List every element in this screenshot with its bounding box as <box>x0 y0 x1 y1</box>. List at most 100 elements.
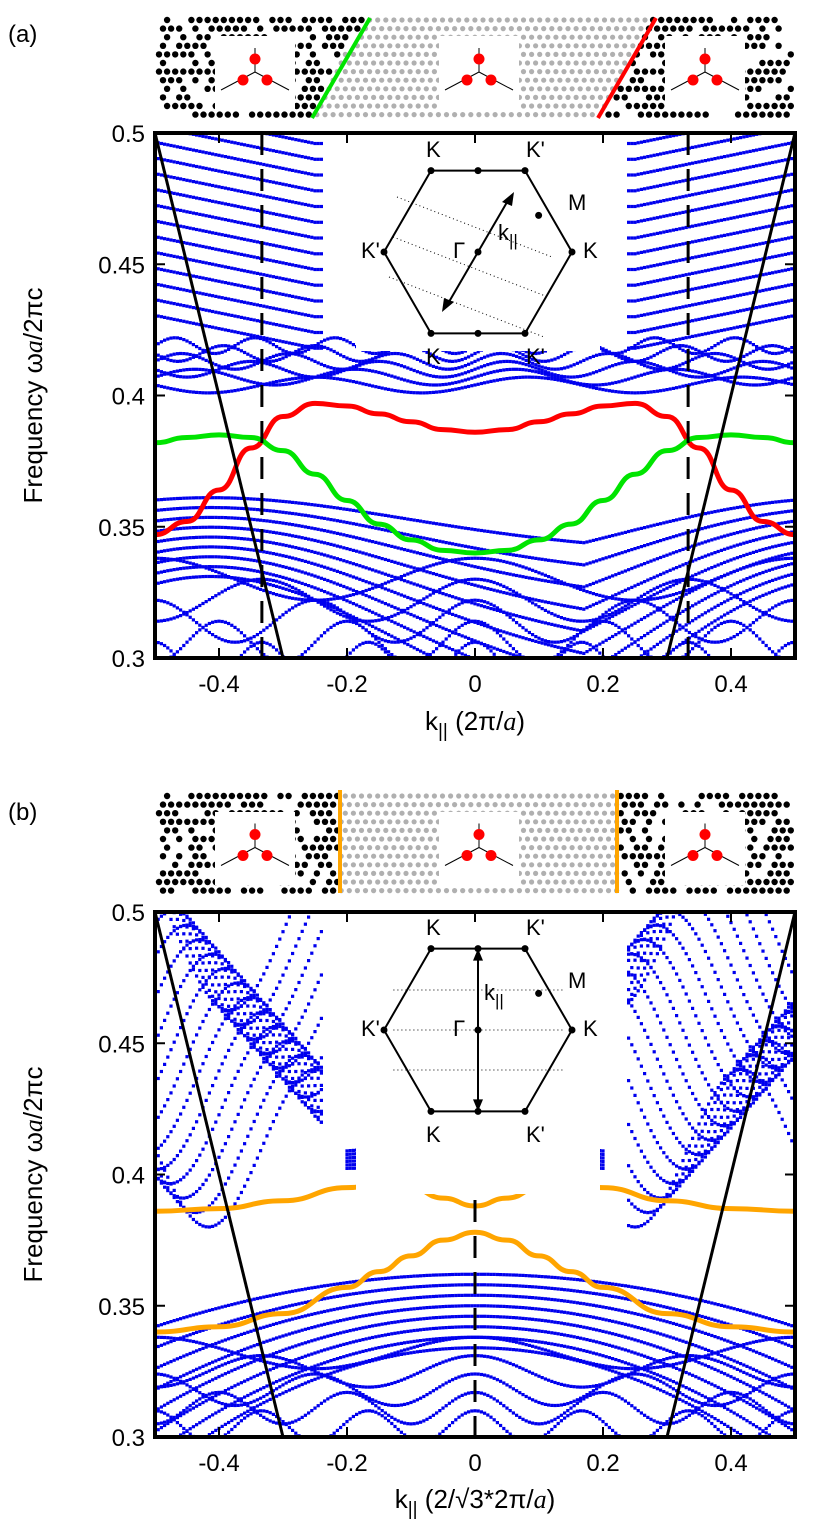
bulk-band-point <box>630 623 634 627</box>
bulk-band-point <box>739 579 743 583</box>
bulk-band-point <box>758 561 762 565</box>
bulk-band-point <box>399 624 403 628</box>
bulk-band-point <box>719 535 723 539</box>
bulk-band-point <box>316 551 320 555</box>
bulk-band-point <box>303 355 307 359</box>
bulk-band-point <box>457 615 461 619</box>
lattice-hole-gray <box>480 17 486 23</box>
bulk-band-point <box>486 557 490 561</box>
bulk-band-point <box>659 572 663 577</box>
lattice-hole-black <box>702 25 709 32</box>
bulk-band-point <box>694 631 698 636</box>
bulk-band-point <box>467 556 471 560</box>
bulk-band-point <box>719 377 723 381</box>
bulk-band-point <box>236 283 240 287</box>
bulk-band-point <box>671 370 675 374</box>
bulk-band-point <box>678 321 682 325</box>
unit-cell-red-rod <box>485 74 497 86</box>
bulk-band-point <box>611 614 615 618</box>
bulk-band-point <box>236 556 240 560</box>
bulk-band-point <box>428 564 432 568</box>
bulk-band-point <box>236 640 240 644</box>
bulk-band-point <box>371 351 375 355</box>
bulk-band-point <box>671 615 675 619</box>
lattice-hole-gray <box>553 51 559 58</box>
bulk-band-point <box>329 608 333 612</box>
bulk-band-point <box>172 568 176 572</box>
bulk-band-point <box>710 566 714 570</box>
bulk-band-point <box>745 589 749 593</box>
bulk-band-point <box>614 609 618 614</box>
bulk-band-point <box>556 560 560 564</box>
lattice-hole-black <box>759 42 766 49</box>
bulk-band-point <box>409 549 413 553</box>
bulk-band-point <box>227 344 231 348</box>
bulk-band-point <box>284 309 288 313</box>
bulk-band-point <box>268 321 272 325</box>
bulk-band-point <box>639 545 643 549</box>
bulk-band-point <box>220 496 224 500</box>
lattice-hole-black <box>244 16 252 24</box>
bulk-band-point <box>524 358 528 362</box>
bulk-band-point <box>239 640 243 644</box>
bulk-band-point <box>332 604 336 608</box>
bulk-band-point <box>761 348 765 352</box>
bulk-band-point <box>396 363 400 367</box>
bulk-band-point <box>675 581 679 586</box>
bulk-band-point <box>281 378 285 382</box>
lattice-hole-gray <box>553 103 559 109</box>
bulk-band-point <box>383 543 387 547</box>
bulk-band-point <box>316 587 320 591</box>
bulk-band-point <box>262 288 266 293</box>
bulk-band-point <box>726 296 730 300</box>
bulk-band-point <box>236 526 240 530</box>
bulk-band-point <box>713 583 717 587</box>
bulk-band-point <box>483 355 487 359</box>
bulk-band-point <box>755 345 759 349</box>
bulk-band-point <box>211 620 215 624</box>
bulk-band-point <box>748 539 752 543</box>
bulk-band-point <box>623 530 627 534</box>
bulk-band-point <box>348 379 352 383</box>
bulk-band-point <box>271 520 275 524</box>
bulk-band-point <box>182 506 186 510</box>
lattice-hole-black <box>747 16 754 24</box>
bulk-band-point <box>563 647 567 651</box>
bulk-band-point <box>425 626 429 630</box>
bulk-band-point <box>227 328 231 333</box>
bulk-band-point <box>284 610 288 614</box>
bulk-band-point <box>441 613 445 617</box>
bulk-band-point <box>377 584 381 588</box>
bulk-band-point <box>604 597 608 601</box>
bulk-band-point <box>207 630 211 635</box>
bulk-band-point <box>723 338 727 342</box>
bulk-band-point <box>275 563 279 567</box>
bulk-band-point <box>758 359 762 364</box>
bulk-band-point <box>364 580 368 584</box>
lattice-hole-gray <box>529 86 535 92</box>
bulk-band-point <box>156 298 160 302</box>
bulk-band-point <box>191 367 195 371</box>
bulk-band-point <box>313 527 317 531</box>
bulk-band-point <box>211 565 215 569</box>
bulk-band-point <box>204 535 208 539</box>
lattice-hole-black <box>204 51 211 58</box>
bulk-band-point <box>207 277 211 281</box>
bulk-band-point <box>508 532 512 537</box>
lattice-hole-gray <box>537 86 543 92</box>
bulk-band-point <box>383 587 387 591</box>
bulk-band-point <box>611 594 615 598</box>
bulk-band-point <box>515 563 519 567</box>
bulk-band-point <box>303 559 307 563</box>
bulk-band-point <box>783 268 787 272</box>
bulk-band-point <box>211 294 215 298</box>
bulk-band-point <box>761 613 765 617</box>
bulk-band-point <box>335 544 339 548</box>
bulk-band-point <box>700 613 704 617</box>
lattice-hole-gray <box>375 34 381 40</box>
bulk-band-point <box>790 361 794 365</box>
bulk-band-point <box>444 645 448 649</box>
lattice-hole-gray <box>383 86 389 92</box>
bulk-band-point <box>787 315 791 319</box>
bulk-band-point <box>729 327 733 331</box>
